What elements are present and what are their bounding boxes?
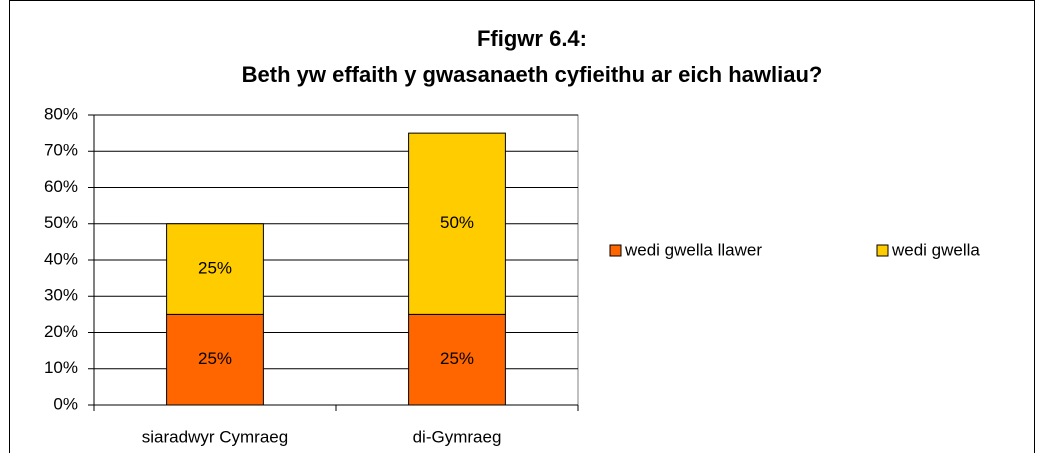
x-tick-label: di-Gymraeg <box>413 427 502 446</box>
bar-segment <box>166 223 264 315</box>
chart-frame <box>9 0 1035 453</box>
y-tick-label: 70% <box>44 141 78 160</box>
y-tick-label: 50% <box>44 213 78 232</box>
data-label: 50% <box>440 213 474 232</box>
data-label: 25% <box>440 349 474 368</box>
legend-swatch <box>609 244 622 257</box>
y-tick-label: 20% <box>44 322 78 341</box>
y-tick-label: 10% <box>44 358 78 377</box>
y-tick-label: 30% <box>44 286 78 305</box>
chart-title: Beth yw effaith y gwasanaeth cyfieithu a… <box>242 62 823 87</box>
y-tick-label: 60% <box>44 177 78 196</box>
legend-label: wedi gwella llawer <box>624 240 762 259</box>
y-tick-label: 80% <box>44 104 78 123</box>
data-label: 25% <box>198 349 232 368</box>
y-tick-label: 0% <box>53 394 78 413</box>
y-tick-label: 40% <box>44 249 78 268</box>
bar-segment <box>166 313 264 406</box>
chart-title: Ffigwr 6.4: <box>477 26 587 51</box>
x-tick-label: siaradwyr Cymraeg <box>142 427 288 446</box>
legend-label: wedi gwella <box>891 240 980 259</box>
data-label: 25% <box>198 259 232 278</box>
legend-swatch <box>876 244 889 257</box>
bar-segment <box>408 132 506 315</box>
